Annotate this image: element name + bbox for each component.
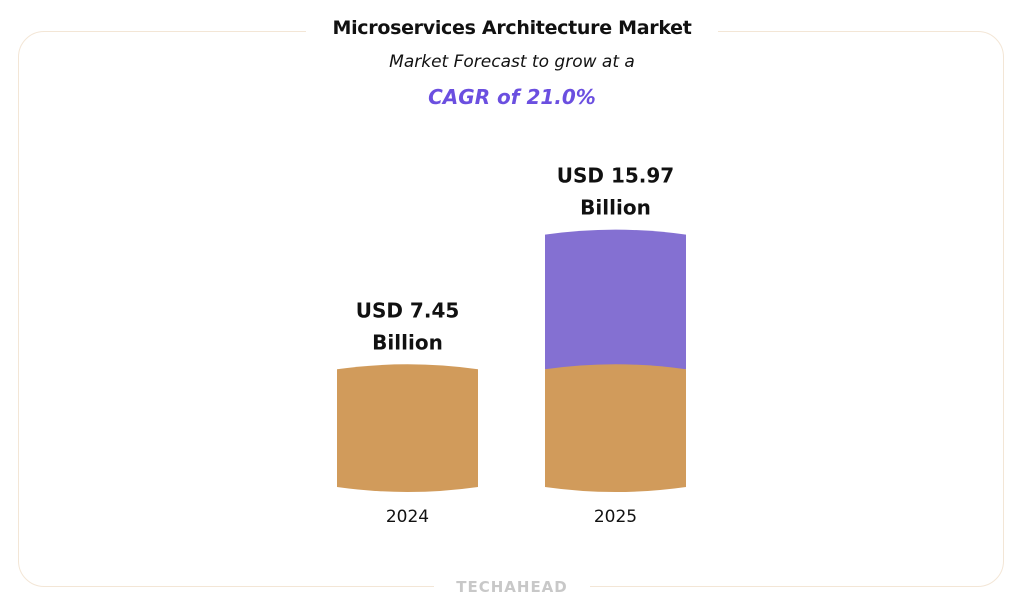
bar-segment-growth (545, 229, 686, 375)
x-tick-label: 2025 (594, 507, 637, 527)
bar-segment-base (545, 364, 686, 492)
data-label: USD 15.97 (557, 164, 674, 188)
brand-logo: TECHAHEAD (434, 578, 590, 596)
x-tick-label: 2024 (386, 507, 429, 527)
data-label: Billion (372, 330, 443, 354)
footer-brand-wrap: TECHAHEAD (0, 577, 1024, 596)
data-label: USD 7.45 (356, 298, 460, 322)
bar-2024 (337, 364, 478, 492)
data-label: Billion (580, 196, 651, 220)
chart-subtitle: Market Forecast to grow at a (389, 52, 635, 72)
cagr-label: CAGR of 21.0% (428, 85, 596, 109)
chart-title: Microservices Architecture Market (306, 17, 718, 39)
chart-title-wrap: Microservices Architecture Market (0, 17, 1024, 39)
